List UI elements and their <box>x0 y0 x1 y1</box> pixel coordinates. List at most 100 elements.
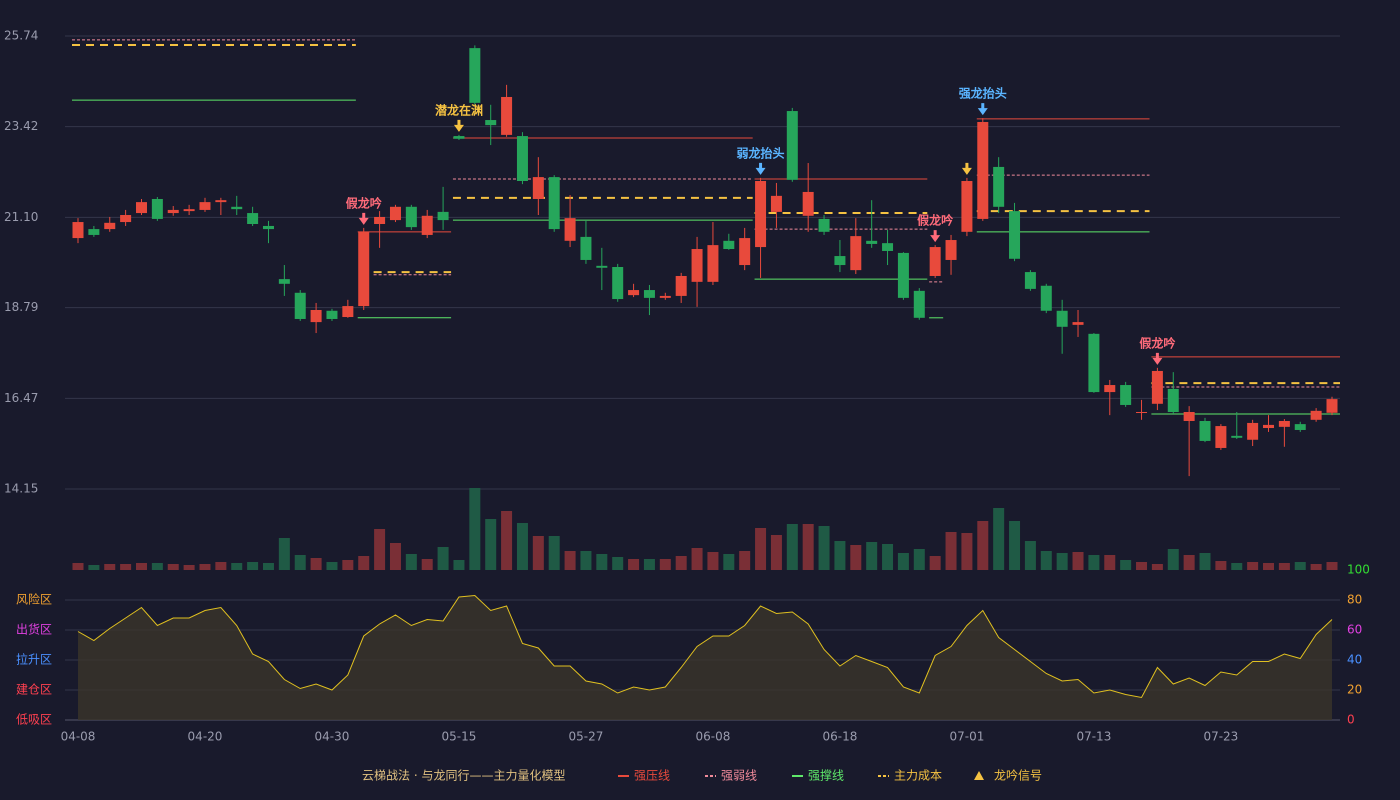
x-tick-label: 04-20 <box>188 730 223 744</box>
candle-body <box>834 256 846 266</box>
volume-bar <box>707 552 719 570</box>
candle-body <box>723 240 735 250</box>
candle-body <box>659 295 671 298</box>
signal-arrow <box>755 162 766 175</box>
volume-bar <box>866 542 878 570</box>
volume-bar <box>1136 562 1148 570</box>
y-tick-label: 25.74 <box>4 29 38 43</box>
candle-body <box>1310 410 1322 420</box>
volume-bar <box>262 563 274 570</box>
volume-bar <box>1167 549 1179 570</box>
volume-bar <box>421 559 433 570</box>
x-tick-label: 06-18 <box>822 730 857 744</box>
candle-body <box>707 245 719 282</box>
signal-label: 潜龙在渊 <box>435 102 483 117</box>
volume-bar <box>88 565 100 570</box>
volume-bar <box>850 545 862 570</box>
indicator-tick-label: 0 <box>1347 713 1355 727</box>
volume-bar <box>1326 562 1338 570</box>
candle-body <box>1278 420 1290 427</box>
volume-bar <box>1088 555 1100 570</box>
candle-body <box>818 218 830 232</box>
volume-bar <box>548 536 560 570</box>
legend-label: 强压线 <box>634 769 670 783</box>
signal-arrow <box>1152 352 1163 365</box>
candle-body <box>739 238 751 266</box>
candle-body <box>1247 422 1259 440</box>
indicator-tick-label: 80 <box>1347 593 1362 607</box>
signal-arrow <box>977 103 988 116</box>
y-tick-label: 16.47 <box>4 391 38 405</box>
x-tick-label: 07-01 <box>949 730 984 744</box>
x-tick-label: 05-15 <box>442 730 477 744</box>
volume-bar <box>1231 563 1243 570</box>
candle-body <box>1056 310 1068 327</box>
candle-body <box>278 279 290 284</box>
volume-bar <box>1183 555 1195 570</box>
x-tick-label: 06-08 <box>695 730 730 744</box>
candle-body <box>247 213 259 225</box>
candle-body <box>1104 385 1116 393</box>
zone-label: 出货区 <box>16 622 52 637</box>
candle-body <box>1040 285 1052 311</box>
volume-bar <box>310 558 322 570</box>
candle-body <box>1167 388 1179 413</box>
legend-label: 强弱线 <box>721 769 757 783</box>
volume-bar <box>945 532 957 570</box>
volume-bar <box>929 556 941 570</box>
volume-bar <box>961 533 973 570</box>
volume-bar <box>564 551 576 570</box>
volume-bar <box>247 562 259 570</box>
volume-bar <box>1104 555 1116 570</box>
indicator-area <box>78 595 1332 720</box>
volume-bar <box>1072 552 1084 570</box>
legend-label: 龙吟信号 <box>994 768 1042 783</box>
volume-bar <box>612 557 624 570</box>
volume-bar <box>278 538 290 570</box>
candle-body <box>628 290 640 296</box>
zone-label: 低吸区 <box>16 713 52 727</box>
volume-bar <box>135 563 147 570</box>
candle-body <box>421 215 433 235</box>
volume-bar <box>294 555 306 570</box>
y-tick-label: 23.42 <box>4 119 38 133</box>
candle-body <box>929 247 941 276</box>
legend-label: 强撑线 <box>808 768 844 783</box>
volume-bar <box>1040 551 1052 570</box>
candle-body <box>1136 412 1148 414</box>
x-tick-label: 07-13 <box>1076 730 1111 744</box>
signal-arrow <box>453 119 464 132</box>
signal-label: 假龙吟 <box>1139 335 1175 350</box>
volume-bar <box>1247 562 1259 570</box>
volume-bar <box>628 559 640 570</box>
candle-body <box>501 96 513 135</box>
volume-bar <box>437 547 449 570</box>
candle-body <box>294 292 306 319</box>
volume-bar <box>1294 562 1306 570</box>
volume-bar <box>802 524 814 570</box>
volume-bar <box>405 554 417 570</box>
volume-bar <box>516 523 528 570</box>
volume-bar <box>485 519 497 570</box>
candle-body <box>802 191 814 216</box>
candle-body <box>183 209 195 212</box>
volume-bar <box>72 563 84 570</box>
signal-arrow <box>358 212 369 225</box>
volume-bar <box>691 548 703 570</box>
volume-bar <box>834 541 846 570</box>
volume-bar <box>215 562 227 570</box>
candle-body <box>516 136 528 182</box>
candle-body <box>1183 412 1195 421</box>
volume-bar <box>326 562 338 570</box>
zone-label: 拉升区 <box>16 652 52 667</box>
candle-body <box>167 209 179 214</box>
candle-body <box>199 202 211 210</box>
candle-body <box>643 290 655 298</box>
candle-body <box>850 236 862 271</box>
volume-bar <box>1199 553 1211 570</box>
candle-body <box>1120 385 1132 405</box>
candle-body <box>1088 333 1100 393</box>
zone-label: 建仓区 <box>16 683 52 697</box>
candle-body <box>564 218 576 241</box>
